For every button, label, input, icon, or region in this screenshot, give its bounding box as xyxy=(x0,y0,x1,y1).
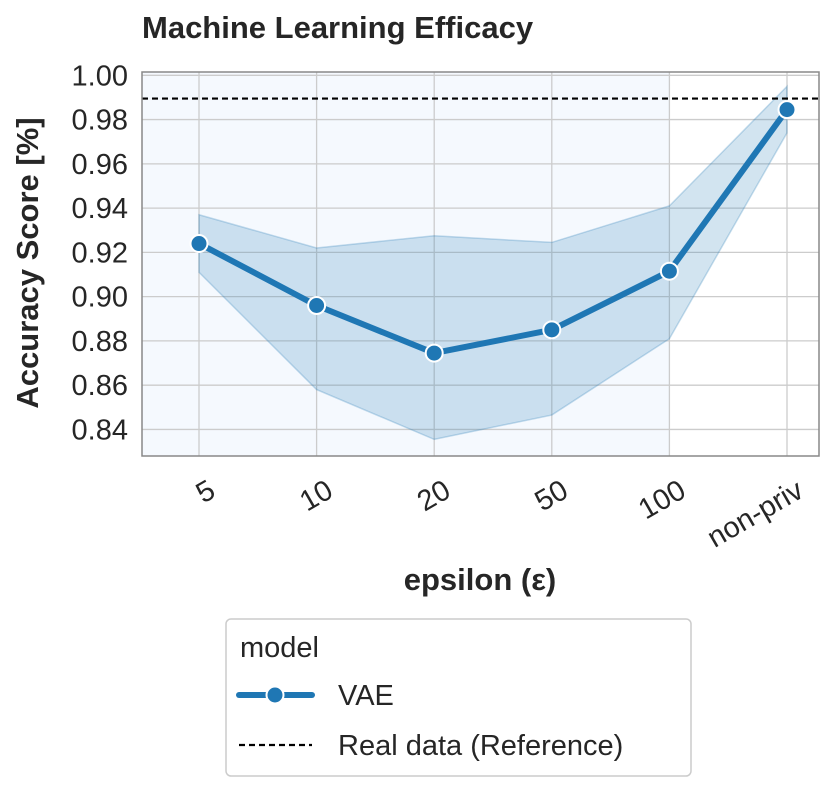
x-tick-label: 20 xyxy=(412,474,456,518)
legend-box xyxy=(225,618,692,777)
x-tick-labels: 5 10 20 50 100 non-priv xyxy=(191,474,809,554)
confidence-band-area xyxy=(198,84,788,441)
legend-title: model xyxy=(240,632,319,664)
data-point xyxy=(307,295,327,315)
data-point xyxy=(777,100,797,120)
chart-title: Machine Learning Efficacy xyxy=(142,10,534,45)
vae-line xyxy=(196,106,790,357)
series-line xyxy=(196,106,790,357)
y-tick-label: 0.94 xyxy=(72,193,128,225)
confidence-band xyxy=(198,84,788,441)
y-tick-label: 1.00 xyxy=(72,60,128,92)
x-tick-label: 10 xyxy=(294,474,338,518)
legend-vae-marker xyxy=(265,685,285,705)
y-tick-label: 0.98 xyxy=(72,105,128,137)
x-axis-label: epsilon (ε) xyxy=(404,562,557,597)
plot-background xyxy=(142,72,669,456)
y-tick-label: 0.96 xyxy=(72,149,128,181)
x-tick-label: 5 xyxy=(191,474,221,510)
y-tick-label: 0.88 xyxy=(72,326,128,358)
legend-reference-label: Real data (Reference) xyxy=(338,730,623,762)
data-point xyxy=(659,261,679,281)
legend-vae-label: VAE xyxy=(338,680,394,712)
data-point xyxy=(424,343,444,363)
y-tick-label: 0.92 xyxy=(72,237,128,269)
y-tick-labels: 0.84 0.86 0.88 0.90 0.92 0.94 0.96 0.98 1.00 xyxy=(72,60,128,446)
data-point xyxy=(542,320,562,340)
y-tick-label: 0.86 xyxy=(72,370,128,402)
x-tick-label: 50 xyxy=(530,474,574,518)
legend: model VAE Real data (Reference) xyxy=(225,618,692,777)
y-tick-label: 0.84 xyxy=(72,414,128,446)
plot-frame xyxy=(141,71,820,457)
grid xyxy=(142,72,819,456)
x-tick-label: 100 xyxy=(633,474,691,526)
data-point xyxy=(189,234,209,254)
series-points xyxy=(189,100,797,363)
y-tick-label: 0.90 xyxy=(72,282,128,314)
y-axis-label: Accuracy Score [%] xyxy=(10,117,45,408)
x-tick-label: non-priv xyxy=(702,474,809,554)
